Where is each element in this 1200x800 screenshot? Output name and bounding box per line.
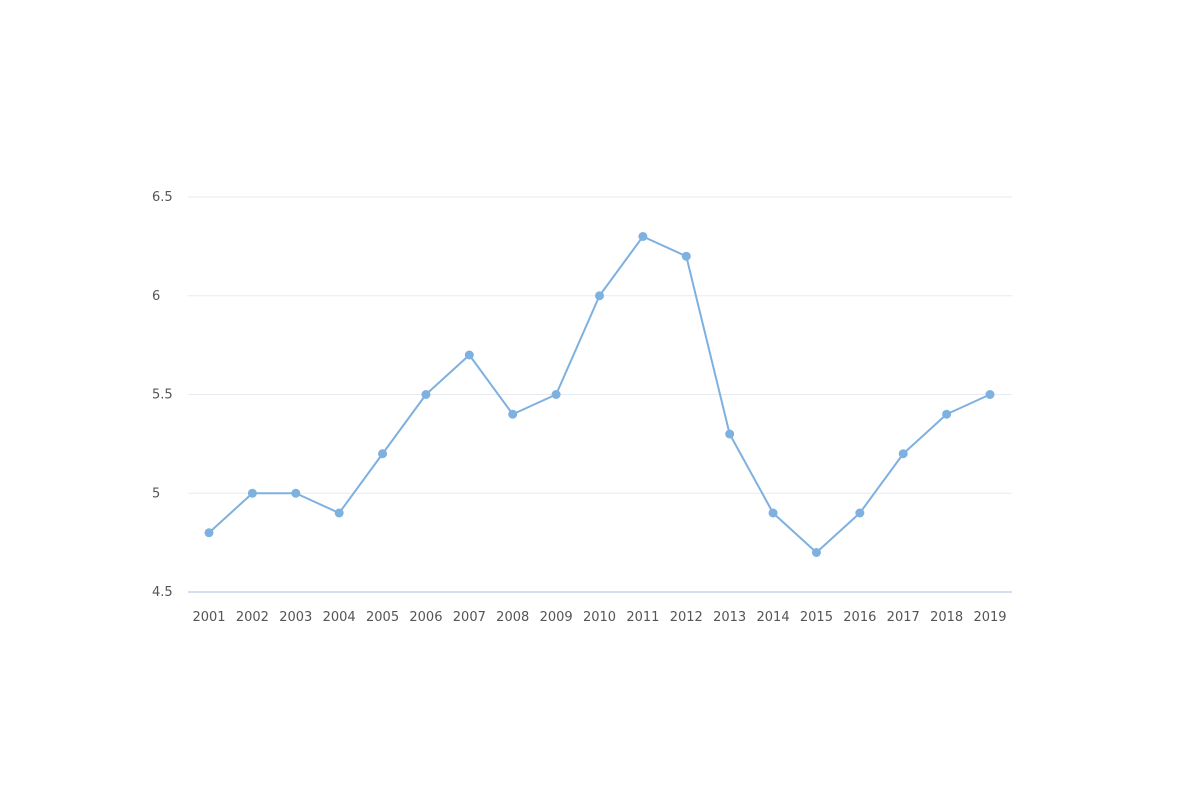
x-tick-label: 2005 — [366, 610, 399, 625]
x-tick-label: 2006 — [409, 610, 442, 625]
y-tick-label: 6.5 — [152, 190, 173, 205]
x-tick-label: 2002 — [236, 610, 269, 625]
data-point[interactable] — [855, 508, 865, 518]
x-tick-label: 2017 — [887, 610, 920, 625]
x-tick-label: 2018 — [930, 610, 963, 625]
y-tick-label: 6 — [152, 289, 160, 304]
gridlines — [188, 196, 1012, 494]
x-tick-label: 2001 — [192, 610, 225, 625]
x-axis-ticks: 2001 2002 2003 2004 2005 2006 2007 2008 2009 2010… — [192, 610, 1006, 625]
x-tick-label: 2009 — [540, 610, 573, 625]
data-point[interactable] — [464, 350, 474, 360]
x-tick-label: 2010 — [583, 610, 616, 625]
data-point[interactable] — [681, 251, 691, 261]
x-tick-label: 2008 — [496, 610, 529, 625]
data-point[interactable] — [898, 449, 908, 459]
data-point[interactable] — [247, 488, 257, 498]
y-tick-label: 5.5 — [152, 388, 173, 403]
data-point[interactable] — [551, 390, 561, 399]
x-tick-label: 2013 — [713, 610, 746, 625]
x-tick-label: 2004 — [323, 610, 356, 625]
data-point[interactable] — [942, 409, 952, 419]
x-tick-label: 2012 — [670, 610, 703, 625]
y-tick-label: 4.5 — [152, 585, 173, 600]
data-point[interactable] — [421, 390, 431, 399]
data-point[interactable] — [204, 528, 214, 538]
x-tick-label: 2015 — [800, 610, 833, 625]
data-point[interactable] — [334, 508, 344, 518]
x-tick-label: 2003 — [279, 610, 312, 625]
data-point[interactable] — [378, 449, 388, 459]
data-point[interactable] — [985, 390, 995, 399]
x-tick-label: 2014 — [757, 610, 790, 625]
data-point[interactable] — [768, 508, 778, 518]
data-point[interactable] — [811, 548, 821, 557]
data-point[interactable] — [291, 488, 301, 498]
y-axis-ticks: 4.5 5 5.5 6 6.5 — [152, 190, 173, 600]
data-point[interactable] — [508, 409, 518, 419]
data-point[interactable] — [595, 291, 604, 301]
data-point[interactable] — [638, 232, 648, 241]
data-point[interactable] — [725, 429, 735, 439]
data-points — [204, 232, 995, 557]
x-tick-label: 2016 — [843, 610, 876, 625]
y-tick-label: 5 — [152, 486, 160, 501]
x-tick-label: 2019 — [973, 610, 1006, 625]
x-tick-label: 2011 — [626, 610, 659, 625]
x-tick-label: 2007 — [453, 610, 486, 625]
